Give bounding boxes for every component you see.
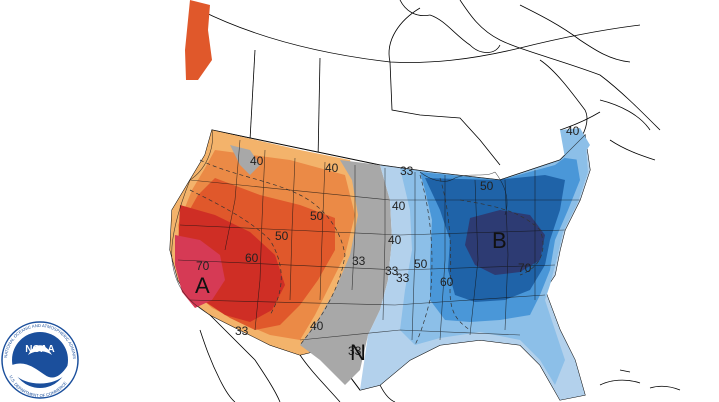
normal-center-label: N bbox=[350, 340, 366, 365]
contour-label: 50 bbox=[414, 257, 428, 271]
contour-label: 40 bbox=[250, 154, 264, 168]
logo-name: NOAA bbox=[25, 344, 54, 355]
contour-label: 33 bbox=[352, 254, 366, 268]
contour-lines bbox=[189, 159, 544, 346]
contour-label: 33 bbox=[235, 324, 249, 338]
contour-label: 50 bbox=[480, 179, 494, 193]
canada-borders bbox=[199, 0, 661, 166]
logo-wave-icon bbox=[12, 363, 68, 384]
contour-label: 33 bbox=[400, 164, 414, 178]
contour-label-group: 40 50 60 70 50 40 33 33 40 33 33 40 50 6… bbox=[196, 124, 580, 358]
noaa-logo: NOAA NATIONAL OCEANIC AND ATMOSPHERIC AD… bbox=[1, 321, 79, 399]
contour-label: 40 bbox=[388, 233, 402, 247]
state-lines bbox=[171, 129, 586, 341]
below-normal-center-label: B bbox=[492, 228, 507, 253]
normal-region bbox=[300, 160, 392, 385]
contour-label: 33 bbox=[385, 264, 399, 278]
contour-label: 70 bbox=[518, 261, 532, 275]
below-70-region bbox=[465, 210, 545, 275]
mexico-borders bbox=[199, 314, 396, 402]
contour-label: 70 bbox=[196, 259, 210, 273]
contour-label: 40 bbox=[325, 161, 339, 175]
contour-label: 33 bbox=[396, 271, 410, 285]
caribbean-islands bbox=[599, 369, 681, 391]
above-70-region bbox=[175, 235, 225, 308]
contour-label: 40 bbox=[310, 319, 324, 333]
contour-label: 60 bbox=[245, 251, 259, 265]
coastal-warm-strip bbox=[185, 0, 212, 80]
contour-label: 60 bbox=[440, 275, 454, 289]
contour-label: 50 bbox=[310, 209, 324, 223]
contour-label: 40 bbox=[566, 124, 580, 138]
above-normal-center-label: A bbox=[195, 273, 210, 298]
logo-bird-icon bbox=[28, 345, 52, 355]
contour-label: 50 bbox=[275, 229, 289, 243]
outlook-shading bbox=[169, 0, 591, 401]
northeast-cold-patch bbox=[560, 128, 590, 160]
contour-label: 40 bbox=[392, 199, 406, 213]
normal-region-sw bbox=[230, 145, 260, 175]
contour-label: 33 bbox=[348, 344, 362, 358]
